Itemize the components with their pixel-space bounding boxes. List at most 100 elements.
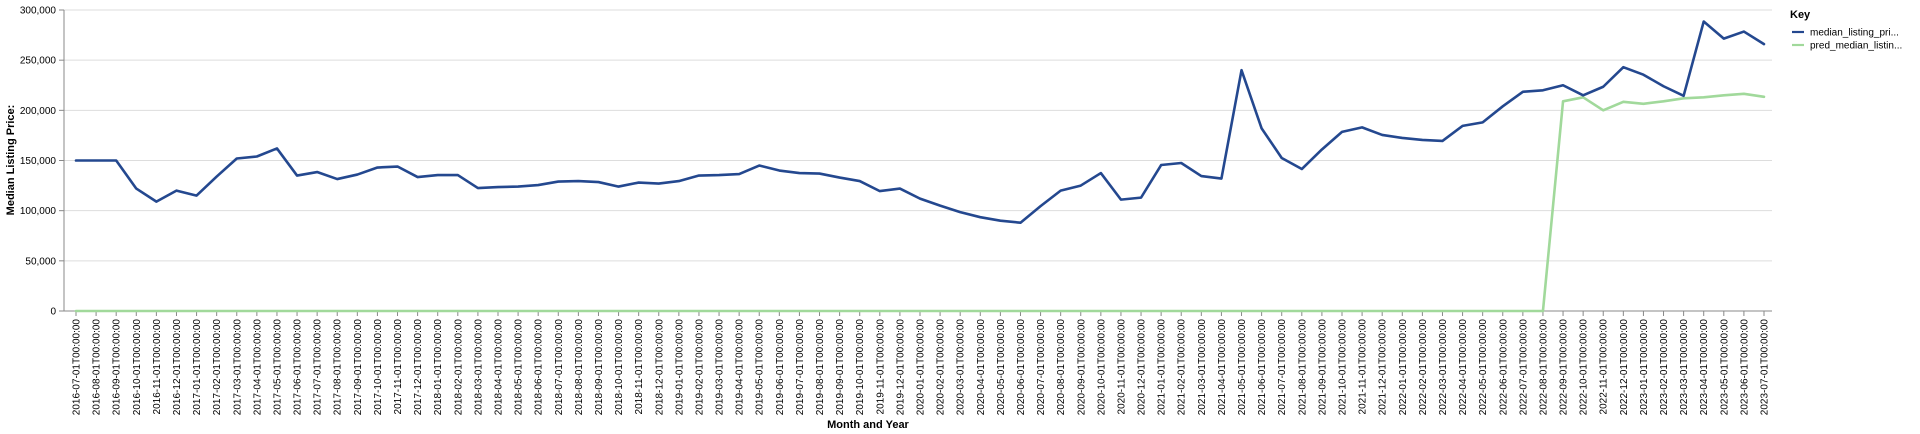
data-point xyxy=(617,185,620,188)
y-tick-label: 50,000 xyxy=(25,256,56,267)
data-point xyxy=(115,310,118,312)
x-tick-label: 2023-02-01T00:00:00 xyxy=(1659,319,1670,416)
x-tick-label: 2021-12-01T00:00:00 xyxy=(1378,319,1389,416)
data-point xyxy=(296,310,298,312)
data-point xyxy=(1200,310,1203,312)
x-tick-label: 2022-09-01T00:00:00 xyxy=(1559,319,1570,416)
data-point xyxy=(255,155,258,158)
data-point xyxy=(798,172,801,174)
data-point xyxy=(677,310,680,312)
x-tick-label: 2018-09-01T00:00:00 xyxy=(594,319,605,416)
x-tick-label: 2020-08-01T00:00:00 xyxy=(1056,319,1067,416)
data-point xyxy=(1642,73,1645,76)
data-point xyxy=(1501,105,1504,108)
data-point xyxy=(336,178,339,180)
x-tick-label: 2021-08-01T00:00:00 xyxy=(1297,319,1308,416)
data-point xyxy=(1602,109,1605,112)
x-tick-label: 2022-08-01T00:00:00 xyxy=(1538,319,1549,416)
x-tick-label: 2022-10-01T00:00:00 xyxy=(1579,319,1590,416)
data-point xyxy=(235,157,238,160)
data-point xyxy=(1702,96,1705,99)
data-point xyxy=(597,181,600,183)
data-point xyxy=(255,310,258,312)
data-point xyxy=(698,174,700,177)
data-point xyxy=(1461,310,1464,312)
data-point xyxy=(1300,310,1303,312)
data-point xyxy=(1602,85,1605,88)
data-point xyxy=(1743,92,1745,95)
data-point xyxy=(1039,310,1042,312)
data-point xyxy=(1039,205,1042,208)
x-tick-label: 2023-03-01T00:00:00 xyxy=(1679,319,1690,416)
data-point xyxy=(1562,100,1564,103)
data-point xyxy=(1341,310,1343,312)
data-point xyxy=(1321,148,1323,151)
x-tick-label: 2022-01-01T00:00:00 xyxy=(1398,319,1409,416)
x-tick-label: 2023-01-01T00:00:00 xyxy=(1639,319,1650,416)
x-tick-label: 2019-03-01T00:00:00 xyxy=(715,319,726,416)
data-point xyxy=(215,310,218,312)
data-point xyxy=(296,174,298,177)
data-point xyxy=(75,310,77,312)
data-point xyxy=(818,310,821,312)
series-lines xyxy=(74,20,1766,313)
x-axis: 2016-07-01T00:00:00 2016-08-01T00:00:00 20… xyxy=(64,310,1772,416)
x-tick-label: 2020-09-01T00:00:00 xyxy=(1076,319,1087,416)
x-tick-label: 2020-02-01T00:00:00 xyxy=(936,319,947,416)
data-point xyxy=(376,166,379,169)
y-tick-label: 150,000 xyxy=(20,156,57,167)
data-point xyxy=(1582,94,1585,97)
data-point xyxy=(1542,89,1544,92)
x-tick-label: 2017-07-01T00:00:00 xyxy=(313,319,324,416)
data-point xyxy=(999,310,1002,312)
data-point xyxy=(1079,184,1082,187)
x-tick-label: 2017-02-01T00:00:00 xyxy=(212,319,223,416)
data-point xyxy=(858,180,861,182)
x-axis-title: Month and Year xyxy=(827,419,909,431)
x-tick-label: 2020-05-01T00:00:00 xyxy=(996,319,1007,416)
data-point xyxy=(899,310,901,312)
data-point xyxy=(939,310,941,312)
data-point xyxy=(718,174,720,176)
x-tick-label: 2016-08-01T00:00:00 xyxy=(92,319,103,416)
x-tick-label: 2019-07-01T00:00:00 xyxy=(795,319,806,416)
data-point xyxy=(1521,90,1524,93)
data-point xyxy=(1481,121,1484,124)
data-point xyxy=(698,310,700,312)
x-tick-label: 2017-11-01T00:00:00 xyxy=(393,319,404,415)
x-tick-label: 2017-06-01T00:00:00 xyxy=(293,319,304,416)
data-point xyxy=(1481,310,1484,312)
data-point xyxy=(95,310,97,312)
data-point xyxy=(175,189,178,192)
data-point xyxy=(738,173,741,175)
data-point xyxy=(1240,69,1243,72)
data-point xyxy=(1120,198,1122,201)
y-tick-label: 0 xyxy=(50,307,56,318)
x-tick-label: 2020-10-01T00:00:00 xyxy=(1096,319,1107,416)
data-point xyxy=(1763,95,1765,98)
data-point xyxy=(1019,310,1022,312)
data-point xyxy=(1441,140,1444,142)
y-tick-label: 100,000 xyxy=(20,206,57,217)
x-tick-label: 2022-02-01T00:00:00 xyxy=(1418,319,1429,416)
data-point xyxy=(115,159,118,162)
x-tick-label: 2018-06-01T00:00:00 xyxy=(534,319,545,416)
data-point xyxy=(1662,85,1665,88)
data-point xyxy=(959,310,962,312)
data-point xyxy=(1682,97,1685,100)
data-point xyxy=(1622,66,1625,69)
data-point xyxy=(1099,310,1102,312)
data-point xyxy=(1521,310,1524,312)
data-point xyxy=(1381,134,1384,136)
data-point xyxy=(919,310,921,312)
data-point xyxy=(1682,94,1685,97)
data-point xyxy=(999,219,1002,222)
y-tick-label: 250,000 xyxy=(20,56,57,67)
x-tick-label: 2020-04-01T00:00:00 xyxy=(976,319,987,416)
data-point xyxy=(1642,102,1645,105)
x-tick-label: 2017-01-01T00:00:00 xyxy=(192,319,203,416)
x-tick-label: 2019-05-01T00:00:00 xyxy=(755,319,766,416)
data-point xyxy=(1622,100,1625,103)
x-tick-label: 2020-01-01T00:00:00 xyxy=(916,319,927,416)
